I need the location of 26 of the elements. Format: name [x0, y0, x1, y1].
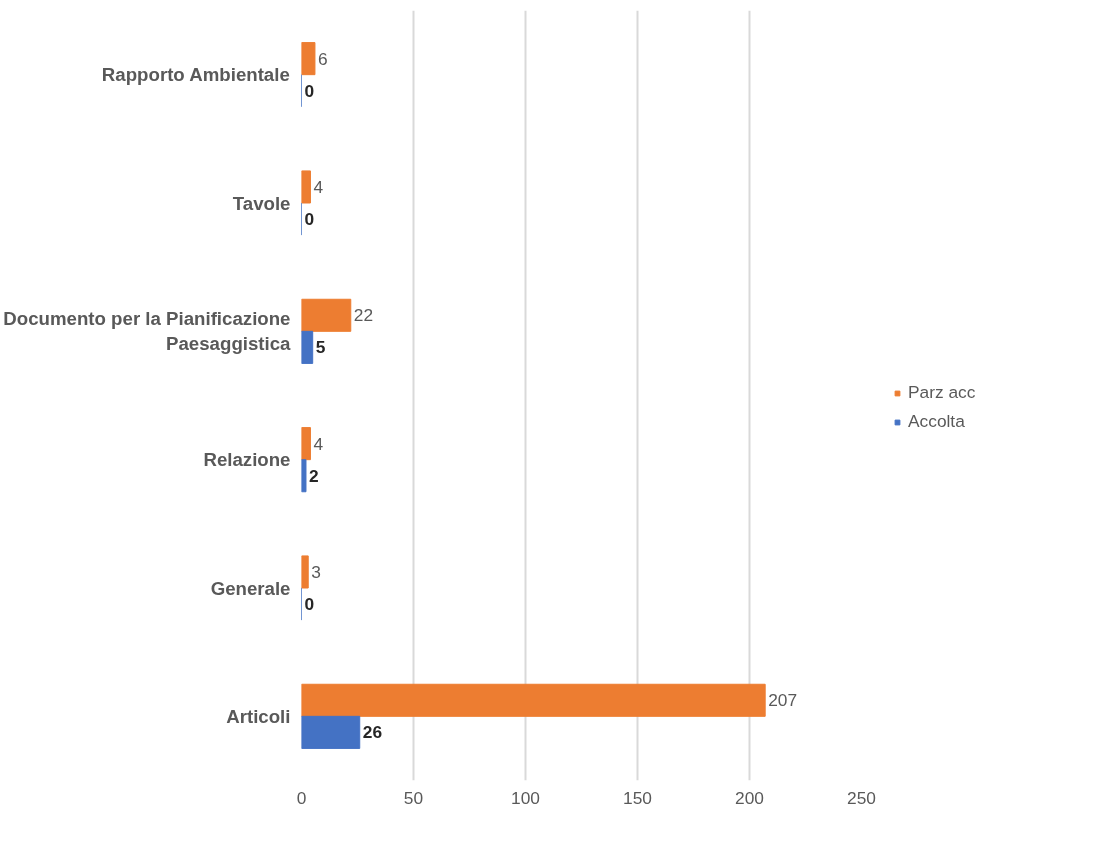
- legend-label: Accolta: [908, 411, 965, 432]
- x-tick-label: 150: [623, 787, 652, 808]
- y-tick-label: Relazione: [203, 449, 291, 471]
- data-label: 2: [308, 465, 319, 486]
- x-tick-label: 0: [296, 787, 307, 808]
- data-label: 207: [768, 690, 798, 711]
- x-tick-label: 200: [735, 787, 764, 808]
- data-label: 6: [317, 48, 328, 69]
- x-tick-label: 100: [511, 787, 540, 808]
- y-tick-label: Generale: [210, 577, 291, 599]
- data-label: 4: [313, 176, 324, 197]
- y-tick-label: Articoli: [226, 705, 291, 727]
- data-label: 4: [313, 433, 324, 454]
- data-label: 0: [304, 209, 315, 230]
- data-label: 22: [353, 305, 374, 326]
- x-tick-label: 250: [847, 787, 876, 808]
- data-label: 0: [304, 594, 315, 615]
- y-tick-label: Documento per la Pianificazione Paesaggistica: [3, 308, 292, 355]
- x-tick-label: 50: [403, 787, 424, 808]
- data-label: 26: [362, 722, 383, 743]
- y-tick-label: Rapporto Ambientale: [101, 64, 290, 86]
- legend-label: Parz acc: [908, 382, 976, 403]
- data-label: 0: [304, 80, 315, 101]
- data-label: 5: [315, 337, 326, 358]
- y-tick-label: Tavole: [232, 192, 291, 214]
- data-label: 3: [311, 561, 321, 582]
